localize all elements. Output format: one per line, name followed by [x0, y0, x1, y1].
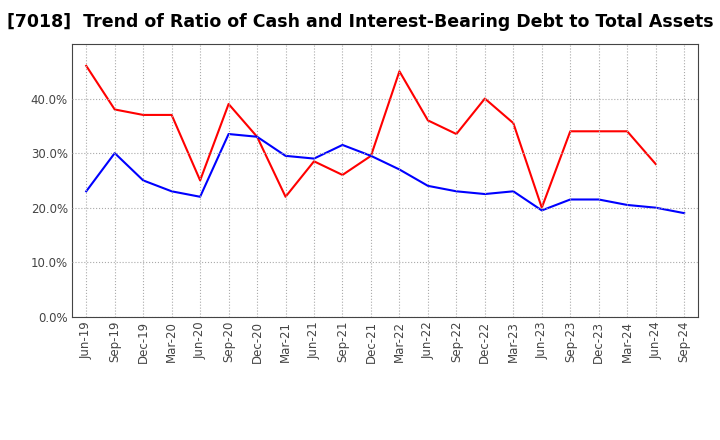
Cash — [452, 132, 461, 137]
Cash — [480, 96, 489, 101]
Interest-Bearing Debt — [480, 191, 489, 197]
Interest-Bearing Debt — [338, 142, 347, 147]
Cash — [423, 118, 432, 123]
Interest-Bearing Debt — [595, 197, 603, 202]
Cash — [282, 194, 290, 199]
Cash — [566, 128, 575, 134]
Interest-Bearing Debt — [366, 153, 375, 158]
Interest-Bearing Debt — [282, 153, 290, 158]
Interest-Bearing Debt — [566, 197, 575, 202]
Interest-Bearing Debt — [82, 189, 91, 194]
Legend: Cash, Interest-Bearing Debt: Cash, Interest-Bearing Debt — [231, 435, 539, 440]
Interest-Bearing Debt — [225, 132, 233, 137]
Cash — [537, 205, 546, 210]
Line: Cash: Cash — [86, 66, 656, 208]
Cash — [196, 178, 204, 183]
Cash — [395, 69, 404, 74]
Cash — [509, 121, 518, 126]
Interest-Bearing Debt — [395, 167, 404, 172]
Text: [7018]  Trend of Ratio of Cash and Interest-Bearing Debt to Total Assets: [7018] Trend of Ratio of Cash and Intere… — [6, 13, 714, 31]
Cash — [595, 128, 603, 134]
Cash — [253, 134, 261, 139]
Interest-Bearing Debt — [509, 189, 518, 194]
Cash — [110, 107, 119, 112]
Cash — [167, 112, 176, 117]
Interest-Bearing Debt — [253, 134, 261, 139]
Cash — [82, 63, 91, 69]
Interest-Bearing Debt — [452, 189, 461, 194]
Interest-Bearing Debt — [680, 210, 688, 216]
Interest-Bearing Debt — [623, 202, 631, 208]
Interest-Bearing Debt — [537, 208, 546, 213]
Cash — [338, 172, 347, 178]
Cash — [366, 153, 375, 158]
Interest-Bearing Debt — [167, 189, 176, 194]
Interest-Bearing Debt — [139, 178, 148, 183]
Interest-Bearing Debt — [110, 150, 119, 156]
Cash — [139, 112, 148, 117]
Cash — [623, 128, 631, 134]
Interest-Bearing Debt — [196, 194, 204, 199]
Interest-Bearing Debt — [310, 156, 318, 161]
Cash — [225, 101, 233, 106]
Line: Interest-Bearing Debt: Interest-Bearing Debt — [86, 134, 684, 213]
Cash — [310, 159, 318, 164]
Interest-Bearing Debt — [423, 183, 432, 188]
Interest-Bearing Debt — [652, 205, 660, 210]
Cash — [652, 161, 660, 167]
